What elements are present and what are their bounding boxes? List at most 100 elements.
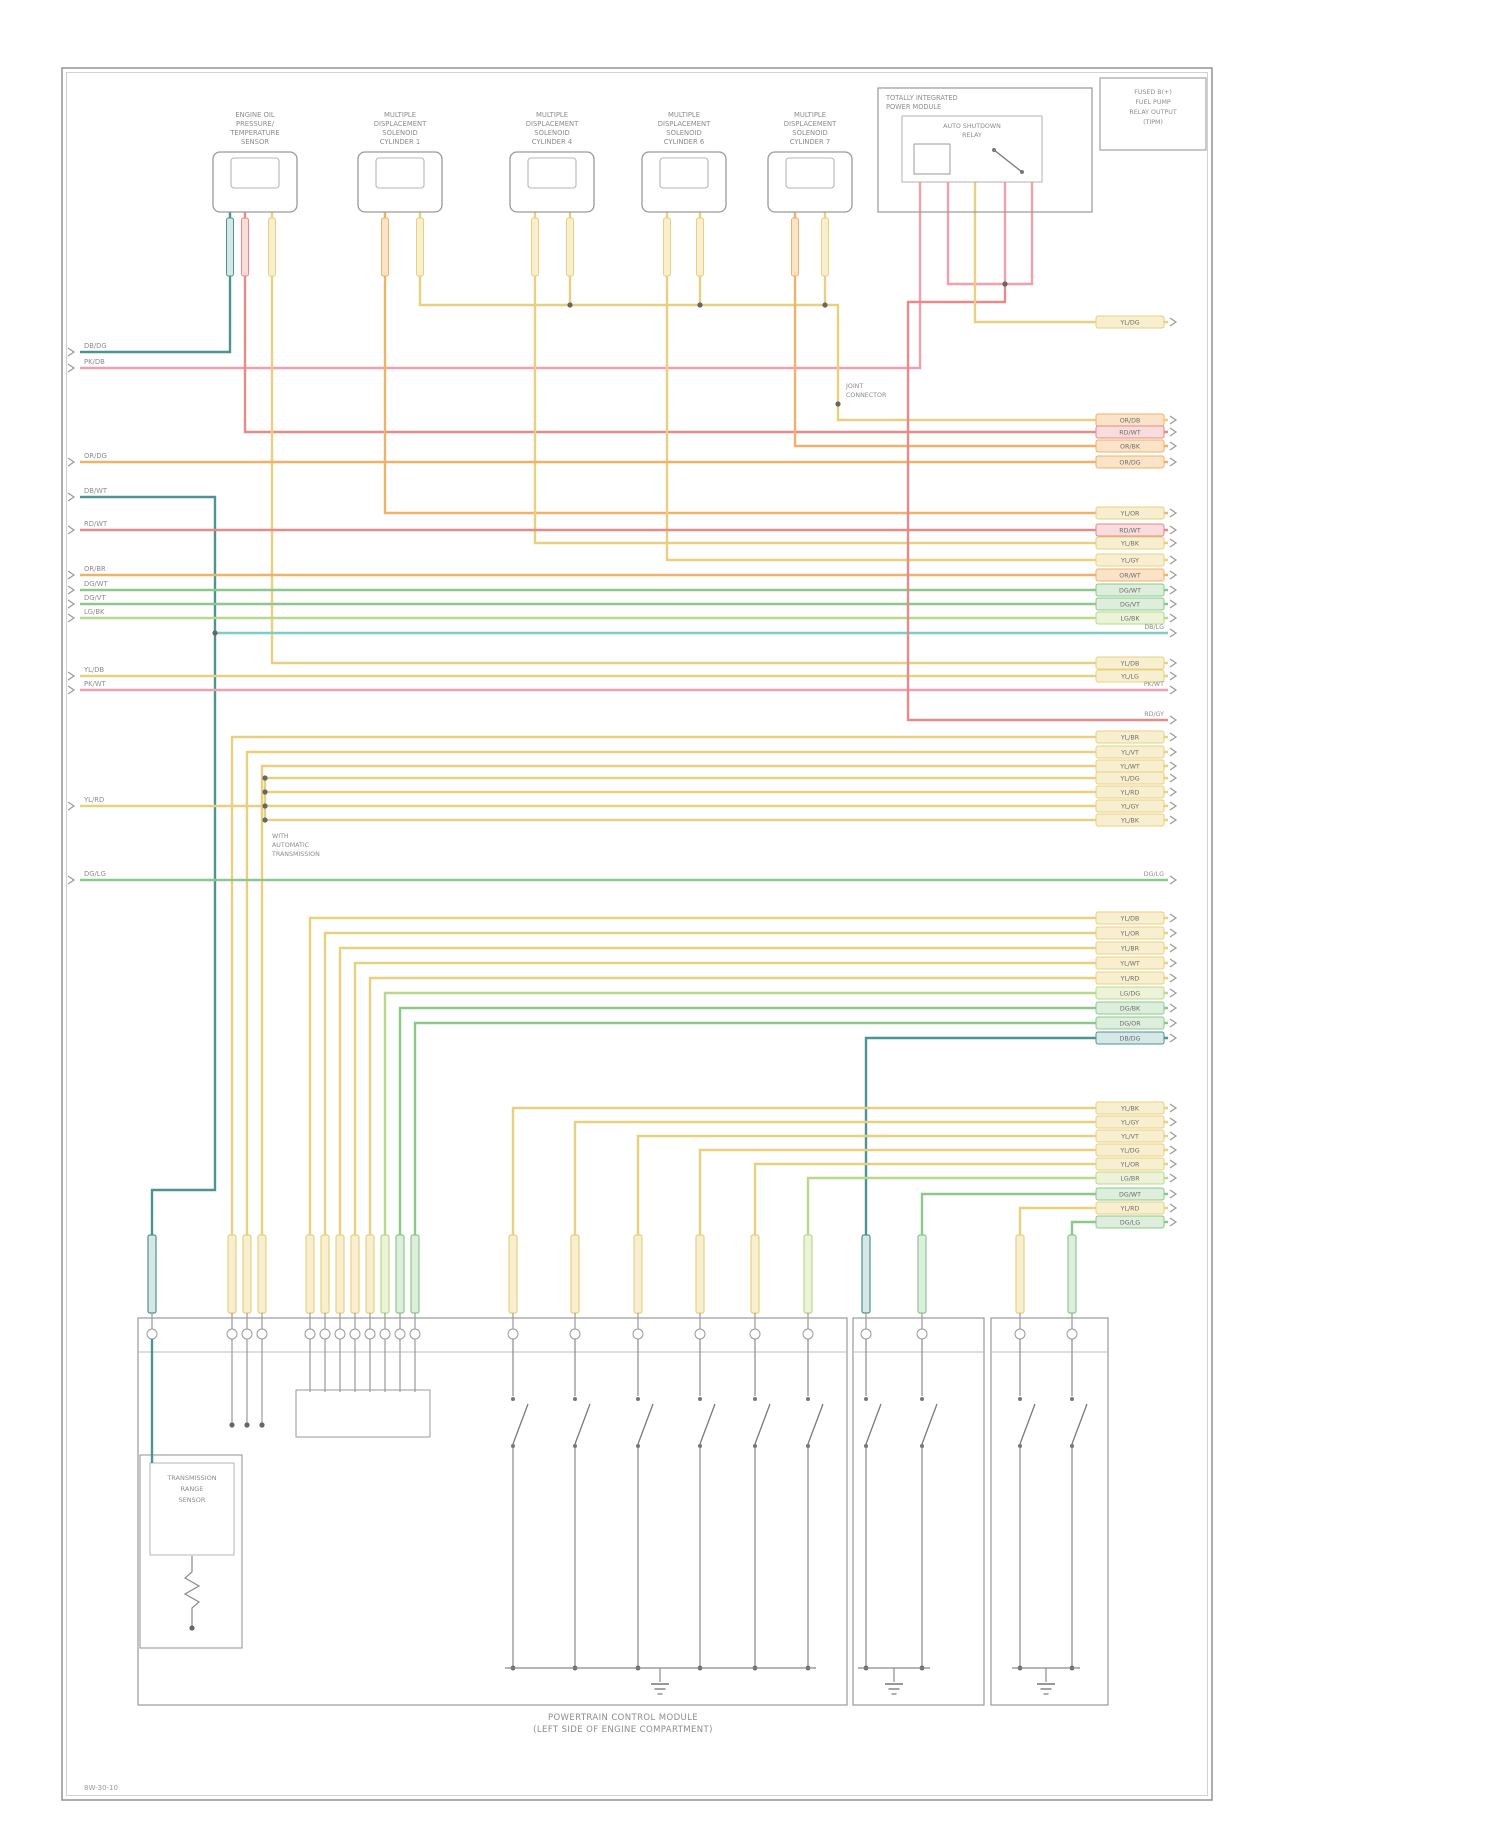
wire	[511, 1106, 1168, 1235]
pcm-box	[852, 1317, 985, 1706]
left-wire-label: YL/DB	[83, 666, 104, 674]
pin-socket	[1014, 1328, 1026, 1340]
wire	[323, 931, 1168, 1235]
wire	[636, 1134, 1168, 1235]
right-wire-label: DG/WT	[1119, 588, 1141, 595]
left-wire-label: PK/WT	[84, 680, 107, 688]
off-page-arrow	[1169, 599, 1178, 609]
off-page-arrow	[1169, 761, 1178, 771]
component-label: MULTIPLE	[384, 111, 416, 119]
right-wire-label: DG/OR	[1119, 1021, 1141, 1028]
off-page-arrow	[1169, 913, 1178, 923]
component-label: CYLINDER 6	[664, 138, 704, 146]
right-wire-label-box	[1095, 439, 1165, 453]
off-page-arrow	[1169, 570, 1178, 580]
pin-socket	[507, 1328, 519, 1340]
wire	[793, 212, 1168, 448]
switch-contact	[753, 1444, 757, 1448]
right-wire-label-box	[1095, 941, 1165, 955]
component-label: CYLINDER 4	[532, 138, 572, 146]
off-page-arrow	[1169, 508, 1178, 518]
junction-dot	[1002, 281, 1008, 287]
component-label: DISPLACEMENT	[658, 120, 711, 128]
off-page-arrow	[67, 875, 76, 885]
pin-socket	[146, 1328, 158, 1340]
right-wire-label: YL/DB	[1120, 661, 1140, 668]
right-wire-label-box	[1095, 1129, 1165, 1143]
switch-contact	[1070, 1444, 1074, 1448]
connector-pin	[147, 1234, 157, 1314]
connector-pin	[410, 1234, 420, 1314]
right-wire-label-box	[1095, 1201, 1165, 1215]
solenoid-pack	[295, 1389, 431, 1438]
wire-sleeve	[821, 217, 829, 277]
junction-dot	[822, 302, 828, 308]
tipm-label: POWER MODULE	[886, 103, 941, 111]
right-wire-label: YL/GY	[1120, 1120, 1139, 1127]
right-wire-label: YL/BK	[1120, 1106, 1140, 1113]
wire	[353, 961, 1168, 1235]
switch-symbol	[699, 1403, 716, 1445]
wire	[398, 1006, 1168, 1235]
right-wire-label: RD/WT	[1119, 430, 1141, 437]
wire	[533, 212, 1168, 545]
right-wire-label: YL/GY	[1120, 804, 1139, 811]
component-label: TEMPERATURE	[229, 129, 279, 137]
note-label: AUTOMATIC	[272, 842, 310, 849]
junction-dot	[262, 803, 268, 809]
off-page-arrow	[67, 585, 76, 595]
junction-dot	[212, 630, 218, 636]
right-wire-label-box	[1095, 813, 1165, 827]
wire	[383, 991, 1168, 1235]
tipm-box	[877, 87, 1093, 213]
relay-label: RELAY	[962, 132, 982, 139]
pin-socket	[241, 1328, 253, 1340]
fuse-detail-label: RELAY OUTPUT	[1129, 109, 1176, 116]
right-wire-label-box	[1095, 455, 1165, 469]
note-label: WITH	[272, 833, 289, 840]
right-wire-label-box	[1095, 771, 1165, 785]
pin-socket	[409, 1328, 421, 1340]
off-page-arrow	[1169, 457, 1178, 467]
right-wire-label: RD/GY	[1144, 711, 1164, 718]
pin-socket	[860, 1328, 872, 1340]
pcm-box	[990, 1317, 1109, 1706]
relay-contact	[992, 148, 996, 152]
component-label: CYLINDER 7	[790, 138, 830, 146]
left-wire-label: DG/VT	[84, 594, 106, 602]
pin-socket	[1066, 1328, 1078, 1340]
off-page-arrow	[1169, 671, 1178, 681]
right-wire-label-box	[1095, 611, 1165, 625]
right-wire-label-box	[1095, 506, 1165, 520]
right-wire-label-box	[1095, 745, 1165, 759]
right-wire-label: YL/WT	[1119, 961, 1140, 968]
right-wire-label: YL/WT	[1119, 764, 1140, 771]
wire	[243, 212, 1168, 434]
pin-socket	[694, 1328, 706, 1340]
right-wire-label: OR/DG	[1119, 460, 1140, 467]
wire-sleeve	[791, 217, 799, 277]
right-wire-label: DG/VT	[1120, 602, 1140, 609]
component-label: CYLINDER 1	[380, 138, 420, 146]
off-page-arrow	[1169, 1033, 1178, 1043]
right-wire-label: YL/OR	[1120, 511, 1140, 518]
right-wire-label-box	[1095, 1187, 1165, 1201]
off-page-arrow	[67, 457, 76, 467]
wire	[753, 1162, 1168, 1235]
right-wire-label-box	[1095, 656, 1165, 670]
wire	[80, 182, 922, 370]
connector-pin	[570, 1234, 580, 1314]
junction-dot	[567, 302, 573, 308]
connector-pin	[305, 1234, 315, 1314]
left-wire-label: RD/WT	[84, 520, 108, 528]
connector-pin	[257, 1234, 267, 1314]
right-wire-label-box	[1095, 1157, 1165, 1171]
pin-socket	[256, 1328, 268, 1340]
right-wire-label: DB/DG	[1119, 1036, 1140, 1043]
right-wire-label-box	[1095, 1215, 1165, 1229]
right-wire-label: DG/WT	[1119, 1192, 1141, 1199]
junction-dot	[262, 817, 268, 823]
connector-pin	[365, 1234, 375, 1314]
note-label: CONNECTOR	[846, 392, 887, 399]
switch-contact	[920, 1397, 924, 1401]
